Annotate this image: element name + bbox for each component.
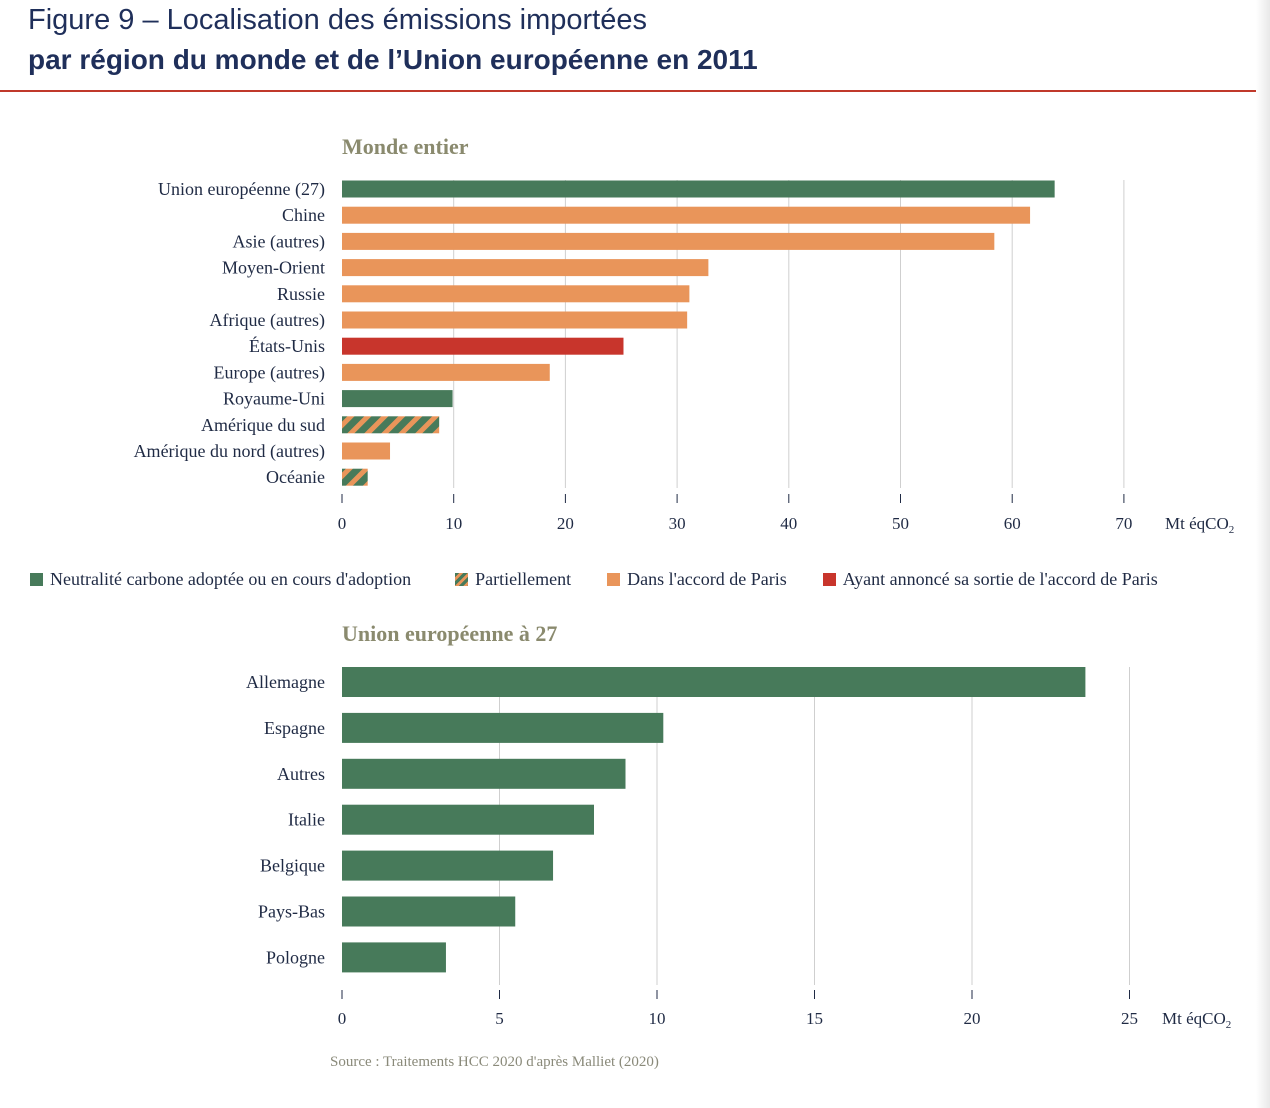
world-chart: Monde entier Union européenne (27) Chine As… [134, 134, 1235, 536]
axis-unit-label: Mt éqCO2 [1165, 514, 1234, 536]
legend: Neutralité carbone adoptée ou en cours d… [30, 566, 1158, 592]
category-label: Belgique [260, 856, 325, 876]
orange-swatch-icon [607, 572, 621, 586]
tick-label: 10 [445, 514, 462, 533]
bar [342, 259, 709, 277]
tick-label: 50 [892, 514, 909, 533]
category-label: Russie [277, 284, 325, 304]
bar [342, 206, 1031, 224]
title-divider [0, 90, 1256, 92]
chart-title: Union européenne à 27 [342, 621, 557, 646]
bar [342, 667, 1086, 697]
bar [342, 311, 688, 329]
bar [342, 285, 690, 303]
category-label: Océanie [266, 467, 325, 487]
source-note: Source : Traitements HCC 2020 d'après Ma… [330, 1054, 659, 1070]
bar [342, 468, 368, 486]
tick-label: 60 [1004, 514, 1021, 533]
legend-label: Dans l'accord de Paris [627, 568, 787, 589]
green-swatch-icon [30, 572, 43, 586]
tick-label: 70 [1115, 514, 1132, 533]
category-label: Pologne [266, 947, 325, 967]
category-label: Allemagne [246, 672, 325, 692]
hatched-swatch-icon [455, 572, 469, 586]
category-label: Europe (autres) [214, 362, 325, 383]
bar [342, 712, 664, 743]
bar [342, 804, 594, 835]
legend-label: Neutralité carbone adoptée ou en cours d… [50, 568, 412, 589]
legend-item-paris: Dans l'accord de Paris [607, 569, 787, 590]
bar [342, 232, 995, 250]
category-label: Royaume-Uni [223, 389, 325, 409]
tick-label: 20 [557, 514, 574, 533]
bar [342, 390, 453, 408]
legend-label: Partiellement [475, 568, 572, 589]
legend-item-neutrality: Neutralité carbone adoptée ou en cours d… [30, 569, 411, 590]
bar [342, 337, 624, 355]
category-label: Pays-Bas [258, 902, 325, 922]
category-label: Chine [282, 205, 325, 225]
chart-title: Monde entier [342, 134, 469, 159]
axis-unit-label: Mt éqCO2 [1162, 1009, 1231, 1031]
bar [342, 942, 446, 973]
tick-label: 0 [338, 514, 347, 533]
bar [342, 416, 440, 434]
tick-label: 5 [495, 1009, 504, 1028]
category-label: Union européenne (27) [158, 179, 325, 200]
legend-item-partial: Partiellement [455, 569, 571, 590]
tick-label: 40 [780, 514, 797, 533]
tick-label: 10 [649, 1009, 666, 1028]
category-label: Afrique (autres) [210, 310, 325, 331]
category-label: Espagne [264, 718, 325, 738]
red-swatch-icon [822, 572, 836, 586]
legend-item-withdrawal: Ayant annoncé sa sortie de l'accord de P… [822, 568, 1158, 590]
category-label: Italie [288, 810, 325, 830]
eu-chart: Union européenne à 27 Allemagne Espagne Aut… [246, 621, 1231, 1031]
tick-label: 25 [1121, 1009, 1138, 1028]
bar [342, 850, 554, 881]
bar [342, 896, 516, 927]
category-label: Amérique du sud [201, 415, 325, 435]
tick-label: 15 [806, 1009, 823, 1028]
category-label: Autres [277, 764, 325, 784]
category-label: Amérique du nord (autres) [134, 441, 325, 462]
category-label: Moyen-Orient [222, 258, 325, 278]
page-edge-shadow [1256, 0, 1270, 1108]
bar [342, 180, 1055, 198]
tick-label: 20 [964, 1009, 981, 1028]
bar [342, 363, 550, 381]
bar [342, 758, 626, 789]
figure-subtitle: par région du monde et de l’Union europé… [28, 44, 758, 75]
tick-label: 30 [669, 514, 686, 533]
legend-label: Ayant annoncé sa sortie de l'accord de P… [842, 568, 1158, 589]
bar [342, 442, 391, 460]
category-label: États-Unis [249, 335, 325, 356]
tick-label: 0 [338, 1009, 347, 1028]
category-label: Asie (autres) [233, 231, 325, 252]
figure-title: Figure 9 – Localisation des émissions im… [28, 4, 647, 36]
